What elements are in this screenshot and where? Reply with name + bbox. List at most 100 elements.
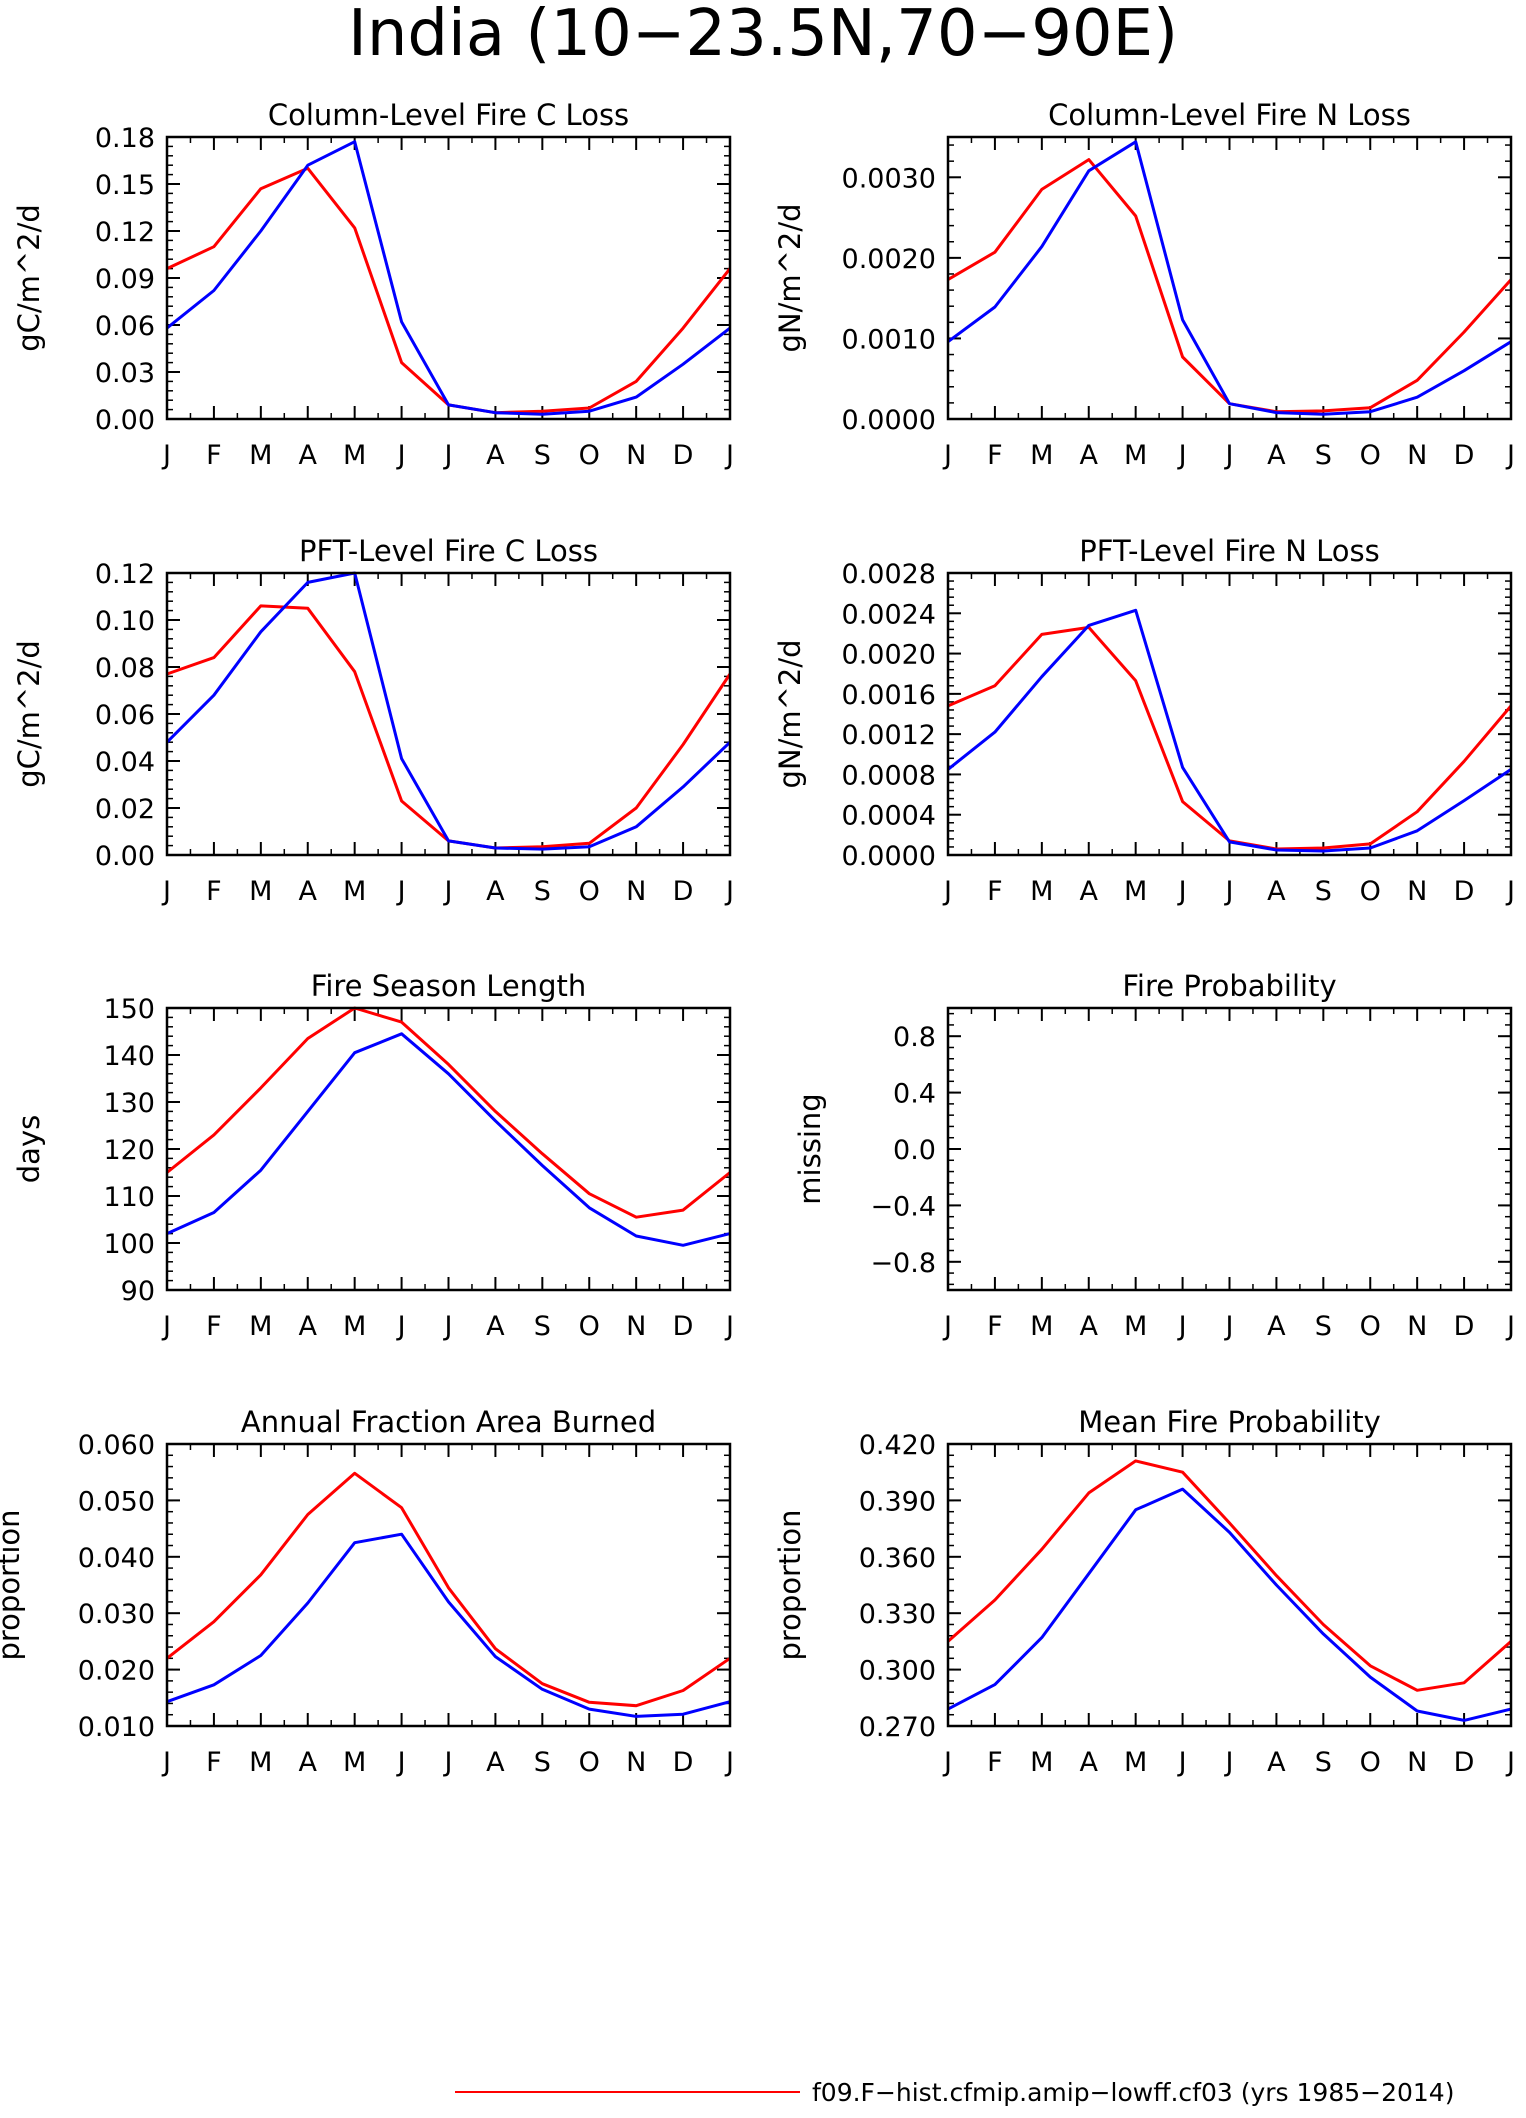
x-tick-label: J — [942, 876, 952, 907]
x-tick-label: D — [673, 440, 694, 471]
panel-title: Fire Probability — [1122, 969, 1336, 1003]
x-tick-label: J — [161, 440, 171, 471]
y-tick-label: 0.0000 — [842, 405, 936, 436]
panel-title: Fire Season Length — [311, 969, 586, 1003]
x-tick-label: O — [579, 1747, 600, 1778]
y-tick-label: 0.0024 — [842, 599, 936, 630]
y-tick-label: 0.0030 — [842, 163, 936, 194]
x-tick-label: D — [1454, 1747, 1475, 1778]
x-tick-label: M — [343, 876, 366, 907]
x-tick-label: J — [1505, 1311, 1515, 1342]
x-tick-label: J — [942, 1311, 952, 1342]
plot-frame — [165, 135, 732, 421]
x-tick-label: J — [1177, 1747, 1187, 1778]
x-tick-label: J — [1224, 1747, 1234, 1778]
x-tick-label: A — [1267, 440, 1286, 471]
x-tick-label: J — [161, 1747, 171, 1778]
y-tick-label: 0.020 — [78, 1656, 155, 1687]
y-tick-label: 0.09 — [95, 264, 155, 295]
x-tick-label: F — [206, 440, 222, 471]
x-tick-label: M — [249, 1311, 272, 1342]
y-tick-label: 0.0010 — [842, 324, 936, 355]
y-tick-label: 100 — [103, 1229, 155, 1260]
y-tick-label: 0.0008 — [842, 760, 936, 791]
x-tick-label: A — [1080, 1311, 1099, 1342]
y-tick-label: 0.03 — [95, 358, 155, 389]
x-tick-label: A — [299, 1311, 318, 1342]
y-tick-label: 0.270 — [859, 1712, 936, 1743]
x-tick-label: J — [443, 1747, 453, 1778]
y-tick-label: 0.030 — [78, 1599, 155, 1630]
x-tick-label: O — [579, 440, 600, 471]
y-tick-label: 0.040 — [78, 1543, 155, 1574]
x-tick-label: A — [486, 876, 505, 907]
x-tick-label: J — [443, 1311, 453, 1342]
y-tick-label: 0.010 — [78, 1712, 155, 1743]
series-line-blue — [947, 1487, 1512, 1722]
y-tick-label: 0.15 — [95, 170, 155, 201]
legend: f09.F−hist.cfmip.amip−lowff.cf03 (yrs 19… — [455, 2078, 1454, 2107]
x-tick-label: J — [724, 440, 734, 471]
x-tick-label: M — [1030, 440, 1053, 471]
series-line-blue — [947, 140, 1512, 416]
x-tick-label: J — [942, 1747, 952, 1778]
x-tick-label: M — [1124, 876, 1147, 907]
x-tick-label: O — [1360, 1747, 1381, 1778]
x-tick-label: N — [626, 1311, 646, 1342]
x-tick-label: M — [343, 1311, 366, 1342]
x-tick-label: M — [1124, 440, 1147, 471]
panel-title: PFT-Level Fire C Loss — [299, 534, 598, 568]
x-tick-label: J — [1177, 440, 1187, 471]
panel-title: PFT-Level Fire N Loss — [1079, 534, 1379, 568]
y-axis-label: proportion — [773, 1509, 807, 1660]
y-tick-label: 0.06 — [95, 311, 155, 342]
y-tick-label: 0.00 — [95, 405, 155, 436]
x-tick-label: O — [1360, 876, 1381, 907]
x-tick-label: J — [1505, 876, 1515, 907]
x-tick-label: M — [343, 440, 366, 471]
y-tick-label: 140 — [103, 1041, 155, 1072]
x-tick-label: A — [299, 876, 318, 907]
plot-frame — [165, 571, 732, 857]
x-tick-label: N — [1407, 1747, 1427, 1778]
plot-frame — [165, 1442, 732, 1728]
x-tick-label: J — [443, 440, 453, 471]
y-tick-label: 0.0020 — [842, 244, 936, 275]
x-tick-label: J — [1224, 1311, 1234, 1342]
x-tick-label: N — [626, 440, 646, 471]
x-tick-label: M — [249, 440, 272, 471]
x-tick-label: S — [1315, 1747, 1332, 1778]
x-tick-label: A — [299, 440, 318, 471]
y-axis-label: missing — [793, 1093, 827, 1204]
y-tick-label: 0.08 — [95, 653, 155, 684]
y-tick-label: 0.060 — [78, 1430, 155, 1461]
series-line-red — [947, 158, 1513, 414]
x-tick-label: A — [1267, 1311, 1286, 1342]
y-tick-label: −0.8 — [870, 1248, 936, 1279]
x-tick-label: O — [1360, 440, 1381, 471]
x-tick-label: M — [1030, 876, 1053, 907]
series-line-red — [166, 1471, 731, 1708]
x-tick-label: J — [396, 440, 406, 471]
x-tick-label: O — [1360, 1311, 1381, 1342]
panel-title: Mean Fire Probability — [1078, 1405, 1381, 1439]
series-line-blue — [166, 1532, 731, 1718]
x-tick-label: S — [1315, 1311, 1332, 1342]
x-tick-label: J — [724, 876, 734, 907]
series-line-red — [947, 1459, 1512, 1692]
y-tick-label: 0.04 — [95, 747, 155, 778]
x-tick-label: J — [1505, 440, 1515, 471]
y-tick-label: 0.02 — [95, 794, 155, 825]
x-tick-label: M — [249, 876, 272, 907]
y-tick-label: 110 — [103, 1182, 155, 1213]
x-tick-label: F — [987, 876, 1003, 907]
x-tick-label: F — [987, 1747, 1003, 1778]
x-tick-label: S — [534, 1311, 551, 1342]
x-tick-label: J — [1177, 876, 1187, 907]
y-axis-label: proportion — [0, 1509, 26, 1660]
x-tick-label: A — [1080, 876, 1099, 907]
plot-frame — [946, 1442, 1513, 1728]
